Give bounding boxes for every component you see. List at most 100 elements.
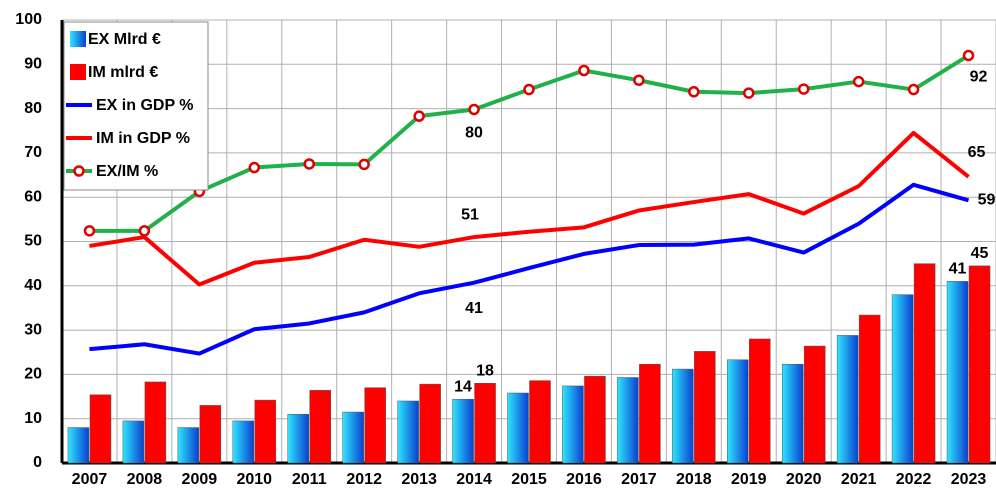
marker xyxy=(83,225,96,237)
bar xyxy=(562,385,584,464)
data-label: 51 xyxy=(461,206,479,223)
bar xyxy=(529,380,551,464)
x-tick-label: 2019 xyxy=(731,471,767,488)
bar xyxy=(727,359,749,464)
marker xyxy=(138,225,151,237)
bar xyxy=(913,263,936,464)
marker xyxy=(743,87,755,99)
x-tick-label: 2018 xyxy=(676,471,712,488)
data-label: 41 xyxy=(949,261,967,278)
data-label: 65 xyxy=(968,144,986,161)
data-label: 92 xyxy=(970,69,988,86)
lines xyxy=(83,49,975,356)
bar xyxy=(287,414,309,464)
x-tick-label: 2009 xyxy=(182,471,218,488)
y-tick-label: 20 xyxy=(24,366,42,383)
x-tick-label: 2022 xyxy=(896,471,932,488)
data-label: 18 xyxy=(476,362,494,379)
bar xyxy=(364,387,386,464)
legend-label: EX/IM % xyxy=(96,163,158,180)
grid: 0 10 20 30 40 50 60 70 80 90 100 2007 2008 2009 2010 20… xyxy=(15,11,996,488)
x-tick-label: 2017 xyxy=(621,471,657,488)
bar xyxy=(858,314,881,464)
bar xyxy=(67,427,90,464)
marker xyxy=(578,64,590,77)
bars xyxy=(67,263,991,464)
bar xyxy=(836,335,859,464)
line xyxy=(89,182,970,356)
x-tick-label: 2016 xyxy=(566,471,602,488)
x-tick-label: 2015 xyxy=(511,471,547,488)
bar xyxy=(474,383,496,464)
legend-swatch xyxy=(70,31,86,47)
marker xyxy=(688,86,700,98)
bar xyxy=(749,338,771,464)
y-tick-label: 100 xyxy=(15,11,42,28)
x-tick-label: 2007 xyxy=(72,471,108,488)
y-tick-label: 70 xyxy=(24,144,42,161)
bar xyxy=(144,381,167,464)
data-label: 59 xyxy=(978,192,996,209)
marker xyxy=(907,83,920,96)
bar xyxy=(584,375,606,464)
legend: EX Mlrd € IM mlrd € EX in GDP % IM in GDP %… xyxy=(63,21,209,191)
y-tick-label: 30 xyxy=(24,321,42,338)
bar xyxy=(122,420,145,464)
bar xyxy=(309,390,331,464)
x-tick-label: 2011 xyxy=(292,471,327,488)
bar xyxy=(781,363,804,464)
marker xyxy=(797,83,810,95)
x-tick-label: 2014 xyxy=(456,471,492,488)
bar xyxy=(946,281,969,464)
legend-label: IM in GDP % xyxy=(96,130,190,147)
x-tick-label: 2010 xyxy=(236,471,272,488)
bar xyxy=(694,351,716,464)
marker xyxy=(358,158,370,171)
data-label: 14 xyxy=(454,378,472,395)
bar xyxy=(254,399,277,464)
bar xyxy=(342,411,364,464)
marker xyxy=(523,83,535,96)
bar xyxy=(968,265,991,464)
marker xyxy=(962,49,975,62)
data-label: 41 xyxy=(465,300,483,317)
bar xyxy=(397,400,419,464)
x-tick-label: 2012 xyxy=(346,471,382,488)
bar xyxy=(891,294,914,464)
line xyxy=(89,53,970,233)
bar xyxy=(199,405,222,464)
y-tick-label: 80 xyxy=(24,100,42,117)
y-tick-label: 10 xyxy=(24,410,42,427)
data-label: 45 xyxy=(971,245,989,262)
x-tick-label: 2020 xyxy=(786,471,822,488)
legend-label: EX in GDP % xyxy=(96,97,194,114)
bar xyxy=(419,383,441,464)
bar xyxy=(452,398,474,464)
bar xyxy=(89,394,112,464)
legend-label: IM mlrd € xyxy=(88,64,158,81)
marker xyxy=(413,110,425,122)
line xyxy=(89,130,970,287)
marker xyxy=(468,103,480,116)
legend-marker xyxy=(73,165,85,177)
bar xyxy=(507,392,529,464)
y-tick-label: 0 xyxy=(33,454,42,471)
legend-label: EX Mlrd € xyxy=(88,31,161,48)
bar xyxy=(177,427,200,464)
x-tick-label: 2008 xyxy=(127,471,163,488)
bar xyxy=(617,377,639,464)
y-tick-label: 60 xyxy=(24,188,42,205)
marker xyxy=(852,75,865,88)
bar xyxy=(672,368,694,464)
bar xyxy=(639,363,661,464)
legend-swatch xyxy=(70,64,86,80)
marker xyxy=(633,74,645,86)
y-tick-label: 90 xyxy=(24,56,42,73)
data-label: 80 xyxy=(465,125,483,142)
y-tick-label: 40 xyxy=(24,277,42,294)
x-tick-label: 2013 xyxy=(401,471,437,488)
bar xyxy=(803,345,826,464)
x-tick-label: 2023 xyxy=(951,471,987,488)
